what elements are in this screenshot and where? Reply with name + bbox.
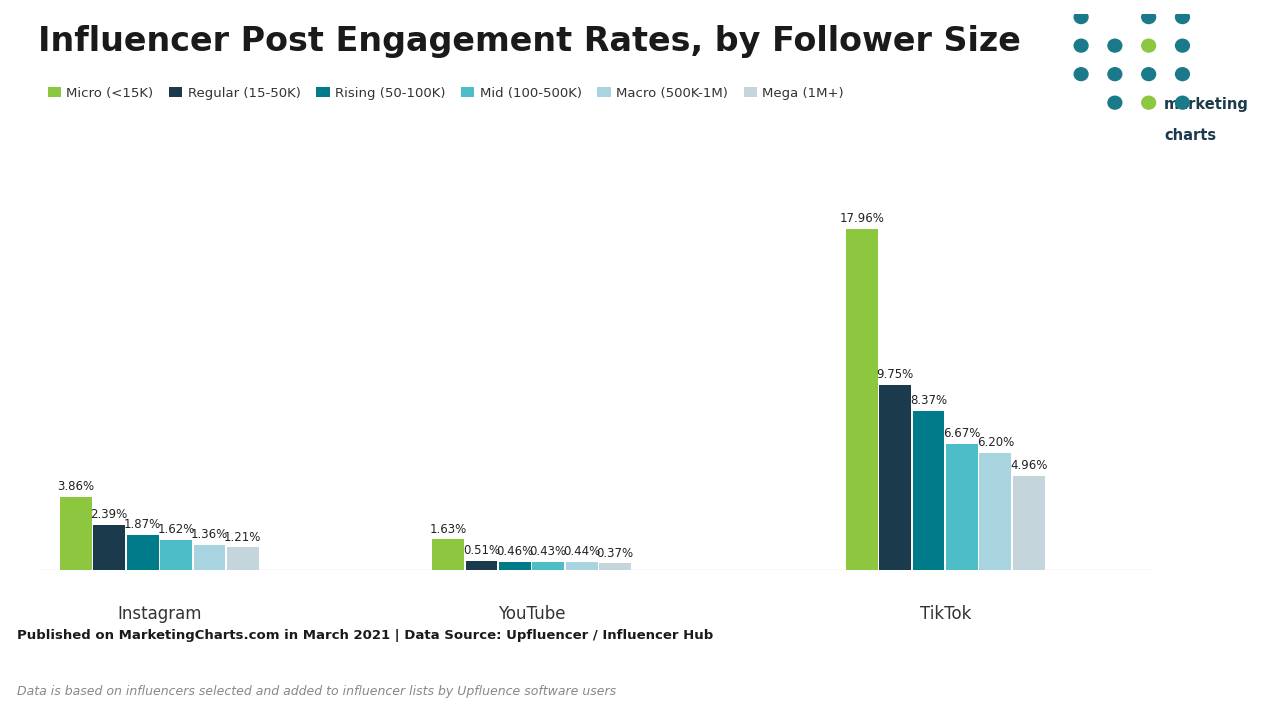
Circle shape [1108, 96, 1121, 109]
Text: YouTube: YouTube [498, 605, 566, 622]
Circle shape [1175, 39, 1189, 52]
Bar [913, 411, 945, 570]
Circle shape [1175, 96, 1189, 109]
Text: 1.63%: 1.63% [429, 523, 467, 535]
Bar [946, 443, 978, 570]
Circle shape [1175, 11, 1189, 24]
Text: 0.44%: 0.44% [563, 545, 600, 558]
Bar [127, 535, 159, 570]
Text: 3.86%: 3.86% [58, 481, 95, 493]
Bar [846, 229, 878, 570]
Text: Influencer Post Engagement Rates, by Follower Size: Influencer Post Engagement Rates, by Fol… [38, 25, 1021, 58]
Text: Data is based on influencers selected and added to influencer lists by Upfluence: Data is based on influencers selected an… [17, 685, 616, 698]
Bar [60, 497, 92, 570]
Bar [499, 562, 531, 570]
Text: Instagram: Instagram [116, 605, 201, 622]
Circle shape [1142, 96, 1156, 109]
Circle shape [1074, 11, 1088, 24]
Bar [93, 525, 125, 570]
Text: 6.20%: 6.20% [977, 436, 1014, 448]
Text: 0.43%: 0.43% [530, 545, 567, 558]
Text: 0.46%: 0.46% [497, 545, 534, 558]
Text: 6.67%: 6.67% [943, 427, 980, 440]
Text: 1.62%: 1.62% [157, 523, 195, 535]
Text: 1.21%: 1.21% [224, 530, 261, 543]
Circle shape [1074, 39, 1088, 52]
Bar [466, 560, 498, 570]
Text: 0.51%: 0.51% [463, 544, 500, 557]
Bar [433, 540, 463, 570]
Circle shape [1175, 68, 1189, 81]
Circle shape [1142, 68, 1156, 81]
Circle shape [1142, 39, 1156, 52]
Circle shape [1108, 39, 1121, 52]
Circle shape [1142, 11, 1156, 24]
Text: 0.37%: 0.37% [596, 547, 634, 560]
Text: 1.87%: 1.87% [124, 518, 161, 531]
Circle shape [1108, 68, 1121, 81]
Bar [566, 562, 598, 570]
Text: charts: charts [1164, 128, 1216, 143]
Text: 4.96%: 4.96% [1010, 459, 1047, 472]
Text: 1.36%: 1.36% [191, 528, 228, 540]
Text: 2.39%: 2.39% [91, 508, 128, 521]
Bar [160, 540, 192, 570]
Bar [532, 563, 564, 570]
Text: marketing: marketing [1164, 97, 1249, 112]
Bar [879, 385, 911, 570]
Text: 17.96%: 17.96% [840, 212, 884, 225]
Text: 8.37%: 8.37% [910, 394, 947, 407]
Text: 9.75%: 9.75% [877, 368, 914, 381]
Legend: Micro (<15K), Regular (15-50K), Rising (50-100K), Mid (100-500K), Macro (500K-1M: Micro (<15K), Regular (15-50K), Rising (… [42, 81, 849, 105]
Circle shape [1074, 68, 1088, 81]
Bar [193, 545, 225, 570]
Bar [979, 453, 1011, 570]
Bar [599, 563, 631, 570]
Bar [227, 548, 259, 570]
Bar [1012, 476, 1044, 570]
Text: TikTok: TikTok [919, 605, 970, 622]
Text: Published on MarketingCharts.com in March 2021 | Data Source: Upfluencer / Influ: Published on MarketingCharts.com in Marc… [17, 630, 713, 642]
